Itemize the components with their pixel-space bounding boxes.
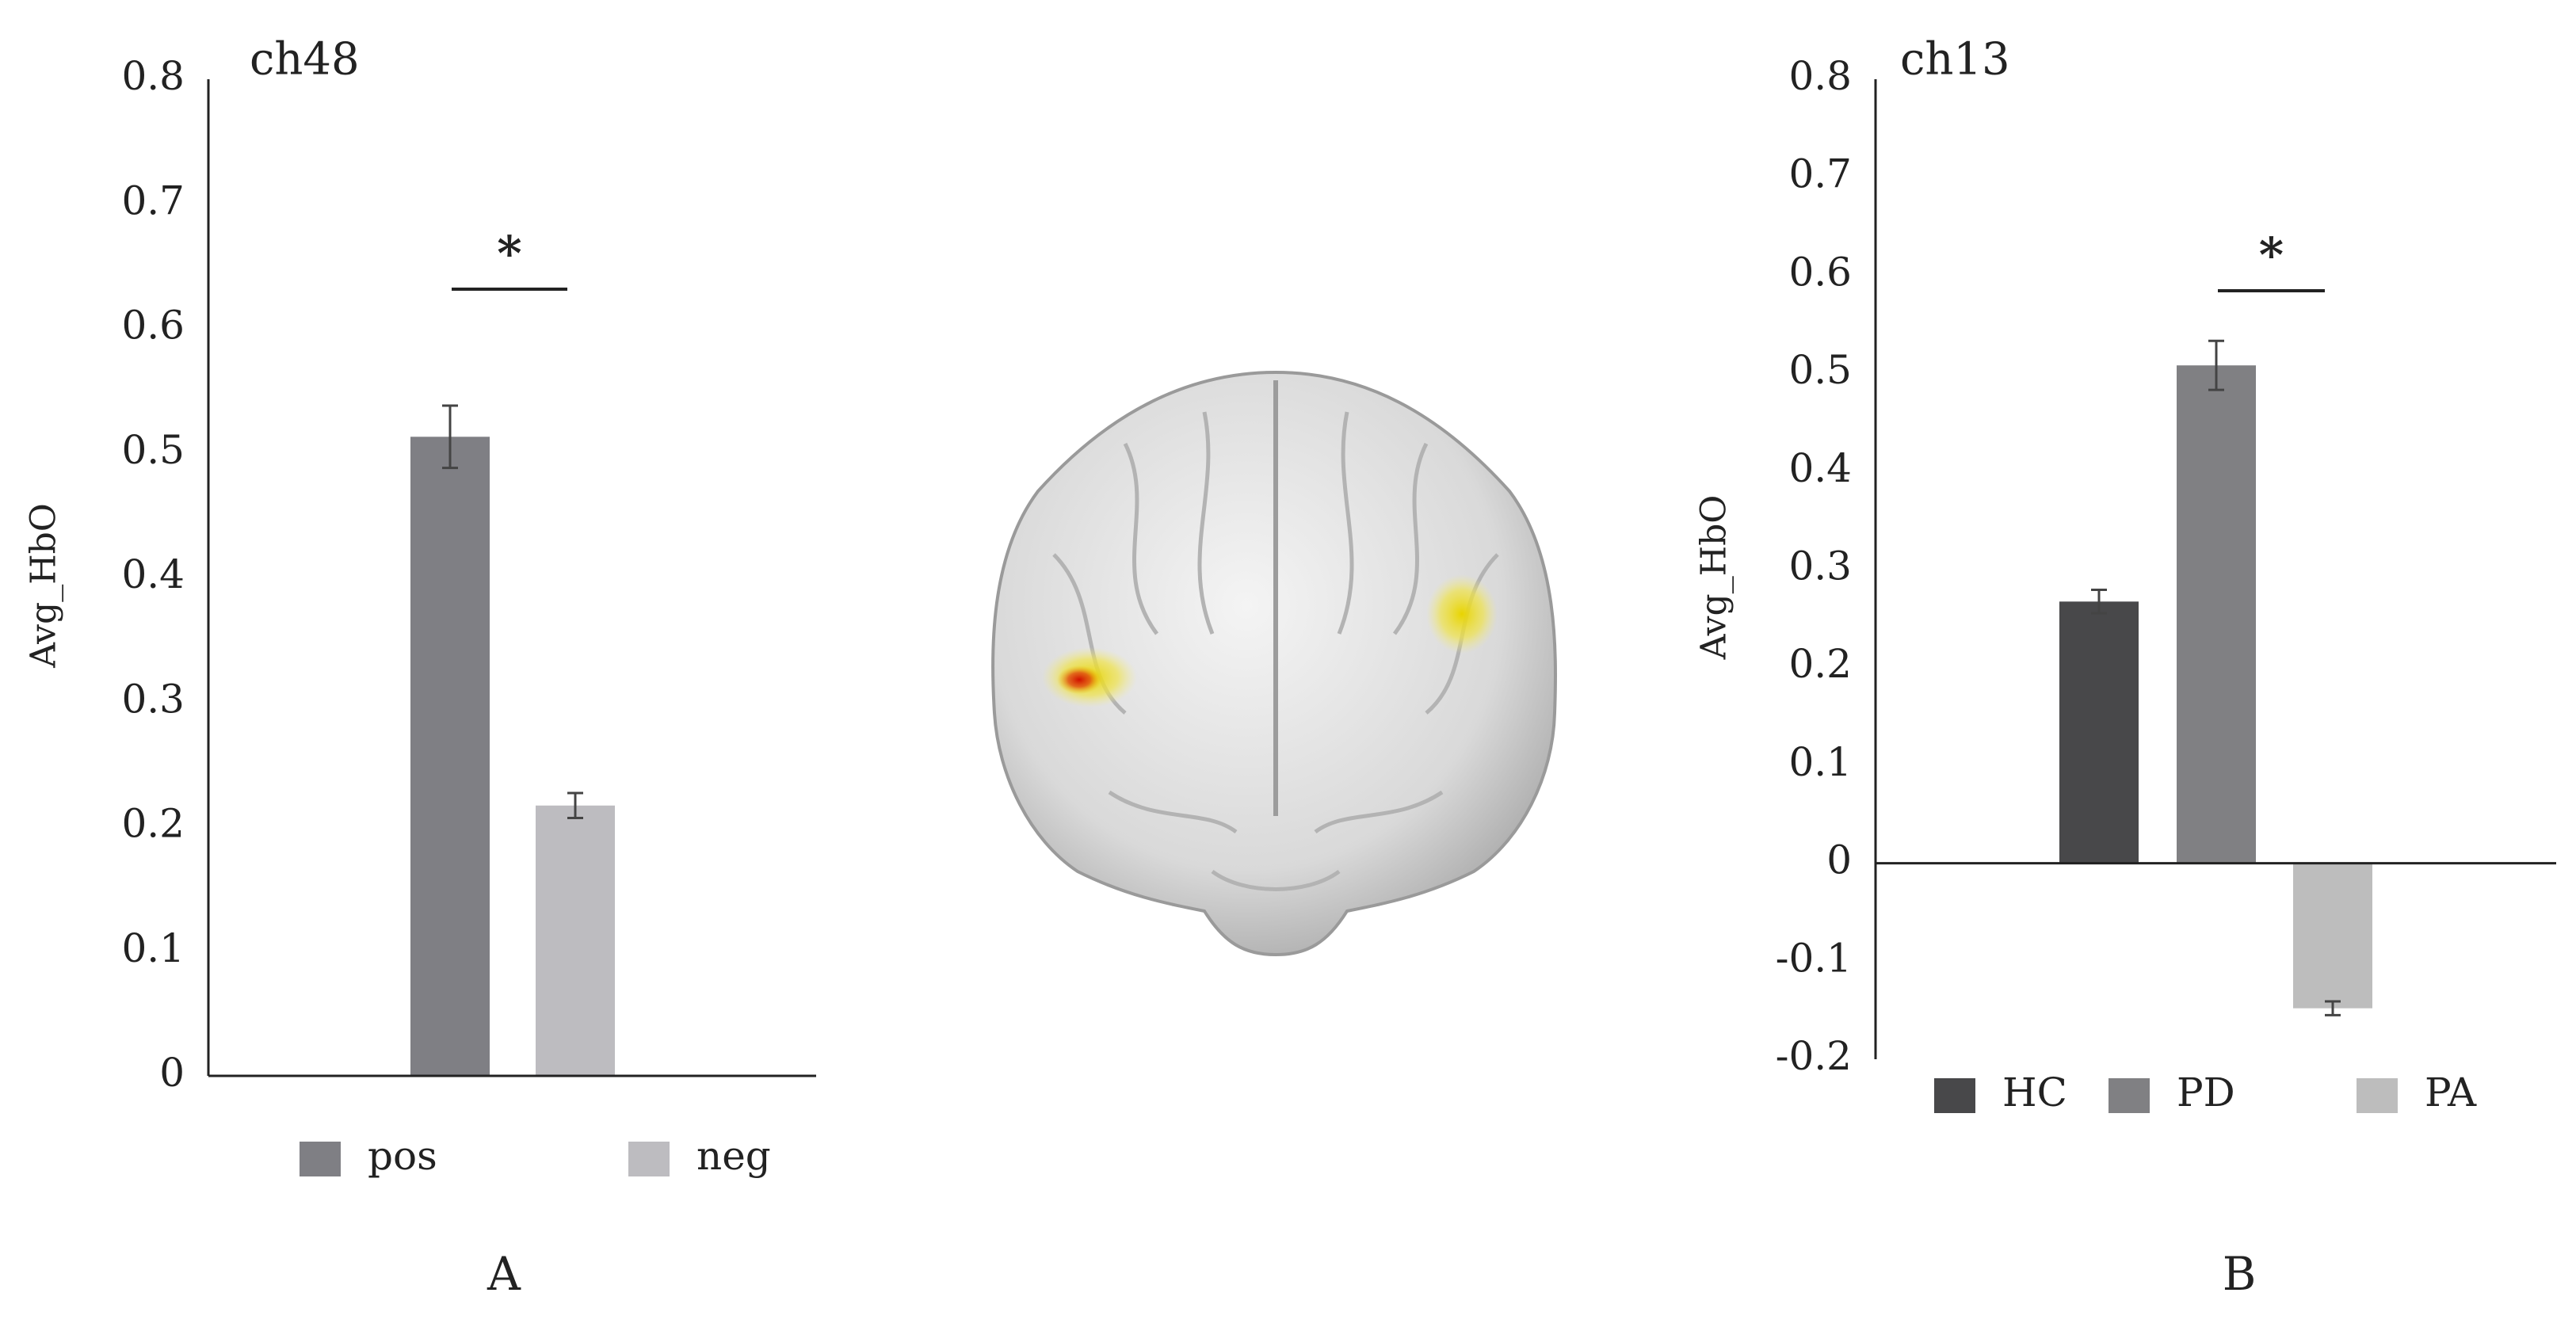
y-tick-label: 0.1 xyxy=(121,925,185,971)
y-tick-label: 0.2 xyxy=(121,801,185,847)
panel-label: A xyxy=(487,1247,521,1301)
y-tick-label: 0.5 xyxy=(121,427,185,473)
y-tick-label: -0.2 xyxy=(1776,1033,1852,1079)
y-tick-label: 0.7 xyxy=(121,177,185,223)
panel-label: B xyxy=(2223,1247,2257,1301)
y-tick-label: 0.3 xyxy=(121,676,185,722)
significance-label: * xyxy=(2259,228,2284,284)
significance-label: * xyxy=(497,227,521,282)
y-tick-label: 0.6 xyxy=(121,303,185,349)
chart-title: ch48 xyxy=(250,34,360,86)
legend-label: pos xyxy=(368,1133,437,1179)
bar xyxy=(2059,601,2139,864)
legend-swatch xyxy=(2109,1078,2150,1113)
y-tick-label: 0.4 xyxy=(1788,445,1852,491)
chart-title: ch13 xyxy=(1900,34,2010,86)
y-tick-label: 0.3 xyxy=(1788,543,1852,589)
legend-label: neg xyxy=(696,1133,771,1179)
legend-swatch xyxy=(628,1142,670,1176)
y-tick-label: 0.1 xyxy=(1788,739,1852,785)
y-tick-label: 0 xyxy=(1826,837,1852,883)
bar xyxy=(2177,365,2256,864)
y-tick-label: 0.6 xyxy=(1788,249,1852,295)
legend-label: PD xyxy=(2177,1070,2235,1115)
y-axis-label: Avg_HbO xyxy=(1694,495,1735,661)
legend-label: HC xyxy=(2002,1070,2067,1115)
y-tick-label: 0.8 xyxy=(121,53,185,99)
y-tick-label: 0.2 xyxy=(1788,641,1852,687)
y-tick-label: 0 xyxy=(159,1050,185,1096)
y-tick-label: 0.5 xyxy=(1788,347,1852,393)
bar xyxy=(2293,863,2372,1009)
y-tick-label: -0.1 xyxy=(1776,935,1852,981)
legend-swatch xyxy=(1934,1078,1975,1113)
y-tick-label: 0.8 xyxy=(1788,53,1852,99)
y-tick-label: 0.4 xyxy=(121,551,185,597)
brain-illustration xyxy=(991,370,1557,957)
y-axis-label: Avg_HbO xyxy=(24,503,64,669)
bar xyxy=(410,437,490,1076)
bar xyxy=(536,805,615,1076)
legend-swatch xyxy=(2357,1078,2398,1113)
y-tick-label: 0.7 xyxy=(1788,151,1852,197)
legend-label: PA xyxy=(2425,1070,2477,1115)
legend-swatch xyxy=(300,1142,341,1176)
